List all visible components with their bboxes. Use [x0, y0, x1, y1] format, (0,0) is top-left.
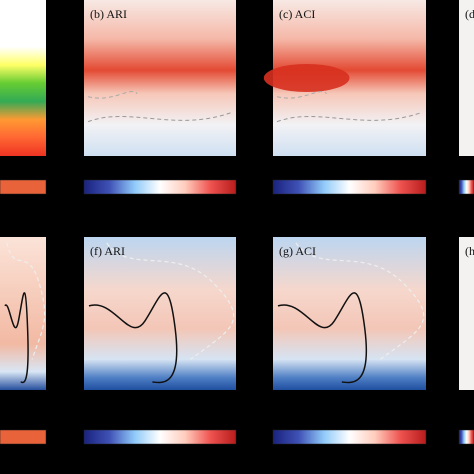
- panel-d-label: (d: [465, 7, 474, 21]
- panel-g-dashed-contour: [295, 242, 425, 360]
- panel-f-solid-contour: [88, 292, 178, 384]
- panel-f-label: (f) ARI: [90, 244, 125, 258]
- panel-h: (h: [459, 237, 474, 390]
- panel-c-core: [263, 63, 350, 93]
- panel-c-dashed-contour: [276, 111, 423, 123]
- panel-h-label: (h: [465, 244, 474, 258]
- colorbar-d: [458, 179, 474, 195]
- panel-g-label: (g) ACI: [279, 244, 316, 258]
- panel-b-label: (b) ARI: [90, 7, 127, 21]
- panel-h-field: [459, 237, 474, 390]
- colorbar-h: [458, 429, 474, 445]
- panel-a: [0, 0, 46, 156]
- panel-b-field: [84, 0, 236, 156]
- panel-d-field: [459, 0, 474, 156]
- panel-f-field: [84, 237, 236, 390]
- panel-c: (c) ACI: [263, 0, 426, 156]
- panel-a-field: [0, 0, 46, 156]
- colorbar-e: [0, 429, 47, 445]
- panel-b: (b) ARI: [84, 0, 236, 156]
- colorbar-a: [0, 179, 47, 195]
- panel-g-solid-contour: [277, 292, 367, 384]
- panel-e-field: [0, 237, 46, 390]
- panel-g-field: [273, 237, 426, 390]
- colorbar-b: [83, 179, 237, 195]
- panel-g: (g) ACI: [273, 237, 426, 390]
- panel-e: [0, 237, 46, 390]
- colorbar-g: [272, 429, 427, 445]
- panel-e-solid-contour: [4, 292, 29, 384]
- panel-f: (f) ARI: [84, 237, 236, 390]
- panel-d: (d: [459, 0, 474, 156]
- panel-b-dashed-contour: [87, 111, 233, 123]
- colorbar-f: [83, 429, 237, 445]
- panel-f-dashed-contour: [106, 242, 235, 360]
- colorbar-c: [272, 179, 427, 195]
- panel-c-label: (c) ACI: [279, 7, 315, 21]
- panel-e-dashed-contour: [6, 242, 46, 360]
